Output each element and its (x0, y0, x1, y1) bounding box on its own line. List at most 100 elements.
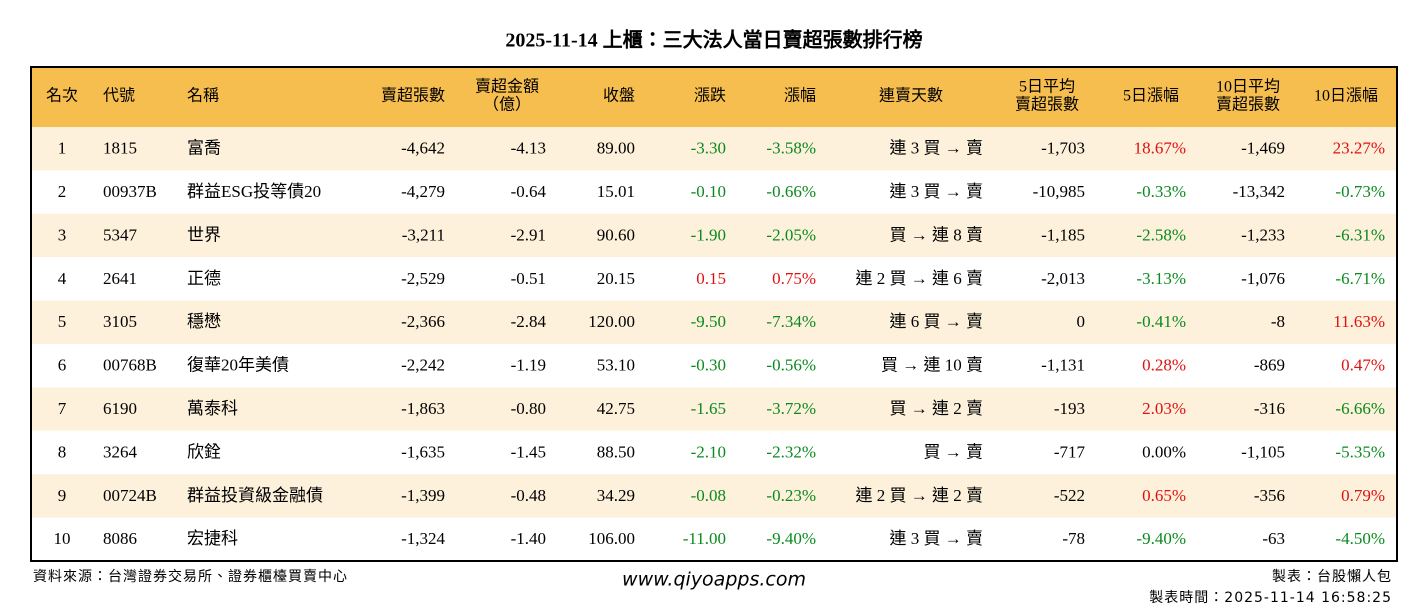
cell: -1,399 (401, 486, 445, 505)
cell: -0.48 (511, 486, 546, 505)
header-cell: 連賣天數 (879, 87, 943, 105)
cell: -2,013 (1041, 269, 1085, 288)
cell: -2.91 (511, 225, 546, 244)
cell: 42.75 (597, 399, 635, 418)
cell: -4,279 (401, 182, 445, 201)
cell: 群益投資級金融債 (187, 486, 323, 505)
cell: 4 (58, 269, 67, 288)
time: 製表時間：2025-11-14 16:58:25 (1149, 590, 1392, 606)
cell: -11.00 (683, 529, 726, 548)
header-cell: 名稱 (187, 87, 219, 105)
title: 2025-11-14 上櫃：三大法人當日賣超張數排行榜 (505, 28, 922, 52)
cell: 15.01 (597, 182, 635, 201)
cell: 連 6 買 → 賣 (890, 312, 984, 331)
row-background (31, 474, 1397, 518)
row-background (31, 517, 1397, 561)
header-cell: 10日漲幅 (1314, 87, 1378, 105)
cell: 8 (58, 442, 67, 461)
cell: -1,635 (401, 442, 445, 461)
cell: 00937B (103, 182, 157, 201)
cell: -13,342 (1233, 182, 1285, 201)
row-background (31, 213, 1397, 258)
cell: 106.00 (588, 529, 635, 548)
cell: -1,185 (1041, 225, 1085, 244)
cell: 連 3 買 → 賣 (890, 182, 984, 201)
cell: 8086 (103, 529, 137, 548)
cell: 11.63% (1333, 312, 1385, 331)
cell: 世界 (187, 225, 221, 244)
cell: 9 (58, 486, 67, 505)
cell: -6.31% (1335, 225, 1385, 244)
header-cell: 賣超張數 (1216, 96, 1280, 114)
cell: 富喬 (187, 139, 221, 158)
cell: -1.65 (691, 399, 726, 418)
table-border (30, 66, 1398, 562)
row-background (31, 387, 1397, 431)
cell: 7 (58, 399, 67, 418)
header-cell: 代號 (103, 87, 135, 105)
cell: 34.29 (597, 486, 635, 505)
cell: 正德 (187, 269, 221, 288)
cell: -2.58% (1136, 225, 1186, 244)
cell: -2.10 (691, 442, 726, 461)
cell: 買 → 連 10 賣 (881, 356, 983, 375)
cell: 復華20年美債 (187, 356, 289, 375)
row-background (31, 300, 1397, 344)
header-background (31, 67, 1397, 127)
header-cell: 收盤 (603, 87, 635, 105)
header-cell: 賣超金額 (475, 78, 539, 96)
cell: -6.71% (1335, 269, 1385, 288)
cell: -0.30 (691, 356, 726, 375)
cell: -3.30 (691, 139, 726, 158)
cell: 買 → 連 8 賣 (890, 225, 984, 244)
cell: 3105 (103, 312, 137, 331)
cell: 0.15 (696, 269, 726, 288)
cell: 欣銓 (187, 442, 221, 461)
row-background (31, 127, 1397, 171)
cell: 90.60 (597, 225, 635, 244)
cell: -0.08 (691, 486, 726, 505)
cell: -522 (1054, 486, 1085, 505)
cell: -1.90 (691, 225, 726, 244)
cell: 23.27% (1333, 139, 1385, 158)
cell: -1,324 (401, 529, 445, 548)
cell: 0.65% (1142, 486, 1186, 505)
header-cell: 賣超張數 (381, 87, 445, 105)
cell: 穩懋 (187, 312, 221, 331)
header-cell: （億） (483, 96, 531, 114)
cell: -1,469 (1241, 139, 1285, 158)
cell: 00724B (103, 486, 157, 505)
header-cell: 10日平均 (1216, 78, 1280, 96)
cell: -1,131 (1041, 356, 1085, 375)
cell: -2.05% (766, 225, 816, 244)
cell: 連 3 買 → 賣 (890, 139, 984, 158)
cell: 0 (1077, 312, 1086, 331)
cell: 買 → 賣 (924, 442, 984, 461)
row-background (31, 344, 1397, 388)
cell: -3.58% (766, 139, 816, 158)
cell: -7.34% (766, 312, 816, 331)
cell: 10 (54, 529, 71, 548)
cell: -5.35% (1335, 442, 1385, 461)
cell: 6 (58, 356, 67, 375)
header-cell: 賣超張數 (1015, 96, 1079, 114)
cell: 3264 (103, 442, 138, 461)
cell: -6.66% (1335, 399, 1385, 418)
cell: 88.50 (597, 442, 635, 461)
cell: 0.47% (1341, 356, 1385, 375)
cell: 89.00 (597, 139, 635, 158)
cell: -1,703 (1041, 139, 1085, 158)
cell: -3.72% (766, 399, 816, 418)
cell: 1 (58, 139, 67, 158)
cell: 0.00% (1142, 442, 1186, 461)
cell: -0.80 (511, 399, 546, 418)
cell: -1,076 (1241, 269, 1285, 288)
cell: -0.73% (1335, 182, 1385, 201)
header-cell: 5日平均 (1019, 78, 1075, 96)
website: www.qiyoapps.com (622, 569, 806, 591)
cell: 連 2 買 → 連 6 賣 (856, 269, 984, 288)
cell: 連 3 買 → 賣 (890, 529, 984, 548)
cell: -1.40 (511, 529, 546, 548)
